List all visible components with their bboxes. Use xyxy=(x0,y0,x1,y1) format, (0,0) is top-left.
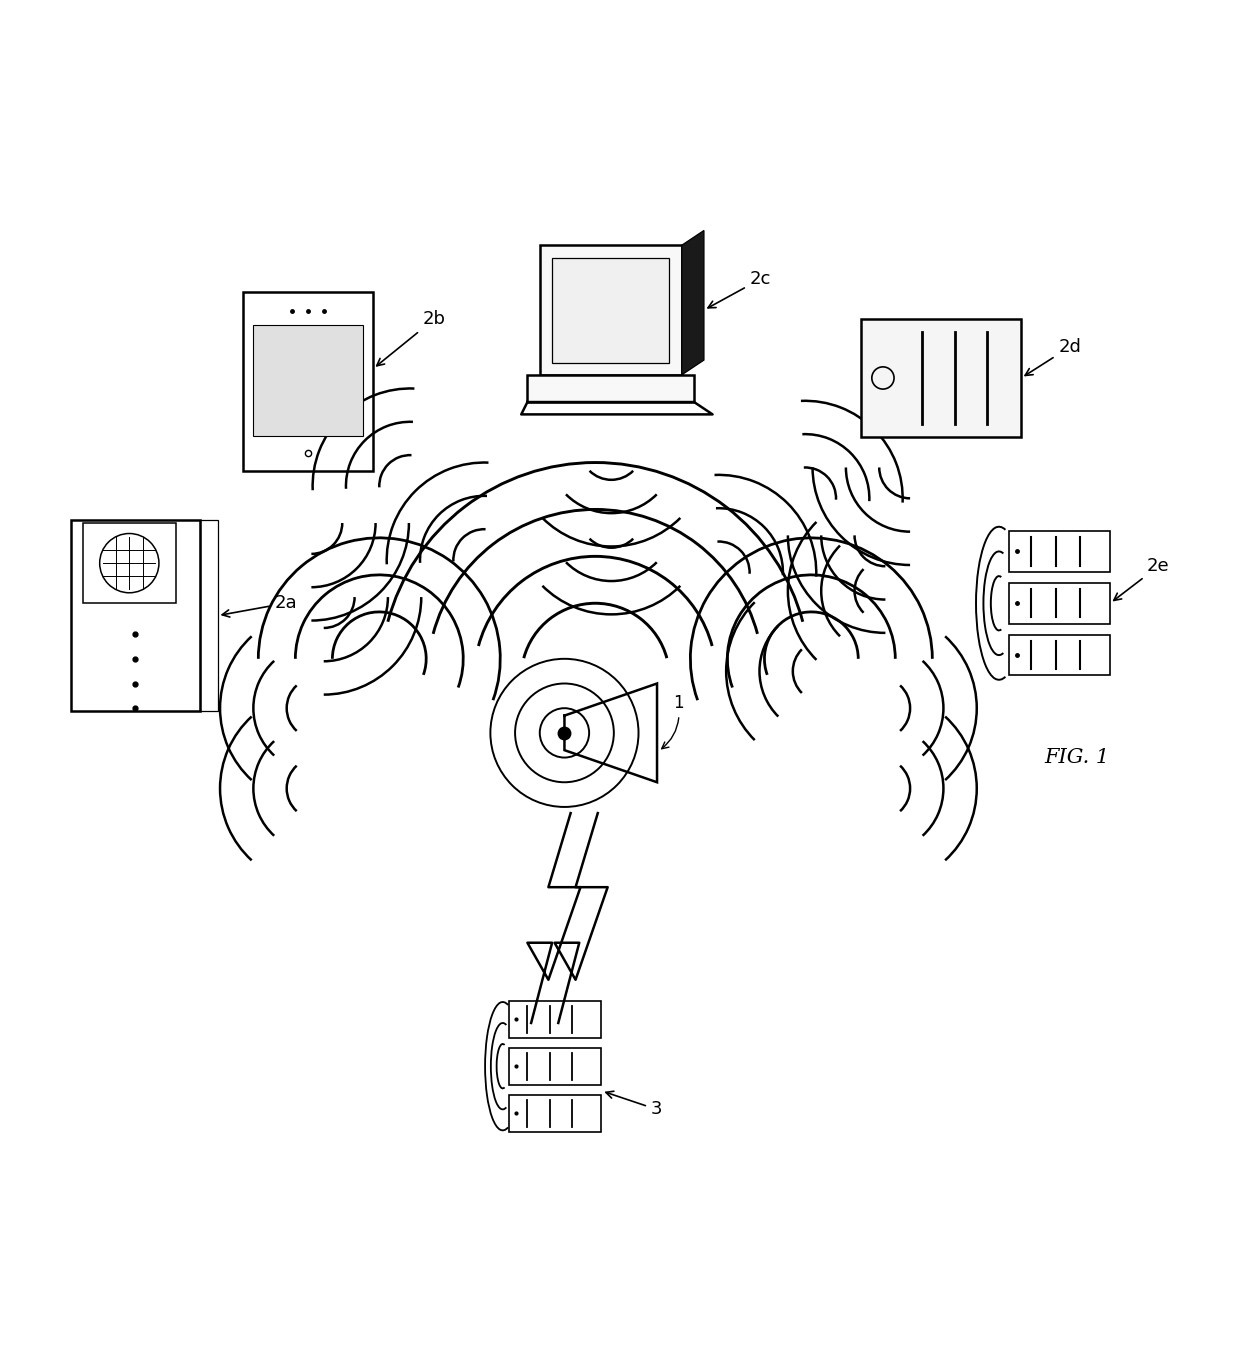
Polygon shape xyxy=(682,231,704,375)
Text: 2e: 2e xyxy=(1114,558,1169,600)
Bar xyxy=(253,325,363,436)
Bar xyxy=(83,524,176,603)
Bar xyxy=(71,519,201,711)
Text: 3: 3 xyxy=(606,1091,662,1118)
Bar xyxy=(861,320,1022,436)
Text: 2c: 2c xyxy=(708,271,771,308)
Text: FIG. 1: FIG. 1 xyxy=(1044,748,1110,767)
Bar xyxy=(508,1095,601,1132)
Bar xyxy=(552,257,670,362)
Bar xyxy=(527,375,694,402)
Bar xyxy=(1009,530,1110,571)
Bar xyxy=(243,291,373,470)
Bar xyxy=(1009,582,1110,623)
Text: 2a: 2a xyxy=(222,595,298,617)
Bar xyxy=(508,1047,601,1084)
Text: 2b: 2b xyxy=(377,310,445,366)
Bar xyxy=(1009,634,1110,675)
Bar xyxy=(539,245,682,375)
Bar xyxy=(201,519,217,711)
Text: 1: 1 xyxy=(662,694,683,749)
Text: 2d: 2d xyxy=(1025,338,1081,376)
Bar xyxy=(508,1001,601,1038)
